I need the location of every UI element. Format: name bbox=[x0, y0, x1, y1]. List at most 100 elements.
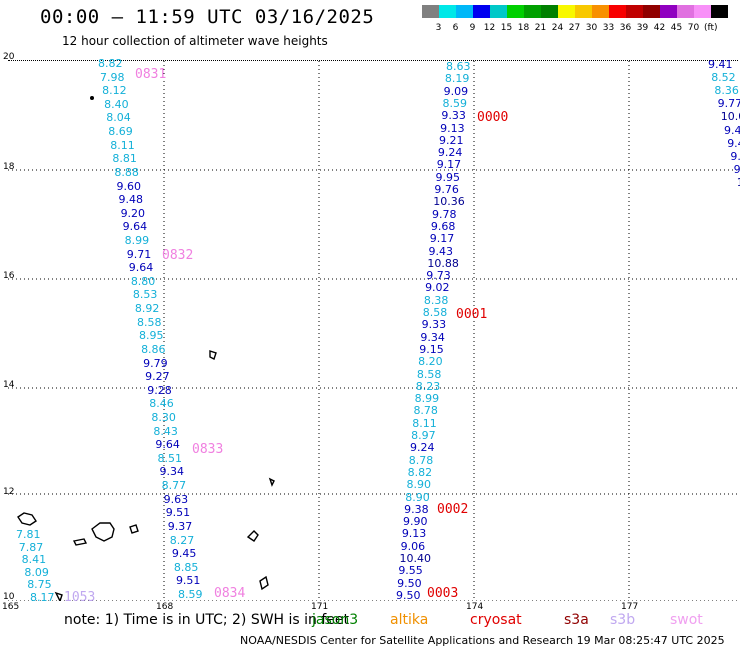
wave-height-label: 9.43 bbox=[428, 244, 454, 258]
wave-height-label: 9.95 bbox=[435, 170, 461, 184]
wave-height-label: 8.30 bbox=[151, 411, 176, 424]
wave-height-label: 9.02 bbox=[425, 281, 450, 295]
wave-height-label: 10 bbox=[737, 177, 740, 188]
wave-height-label: 9.71 bbox=[126, 247, 152, 261]
wave-height-label: 9.33 bbox=[441, 109, 466, 123]
wave-height-label: 8.12 bbox=[102, 84, 127, 98]
satellite-legend-cryosat: cryosat bbox=[470, 612, 522, 628]
color-legend: 3 6 9 12 15 18 21 24 27 30 33 36 39 42 45 70 (ft) bbox=[422, 5, 728, 41]
wave-height-label: 9. bbox=[733, 162, 740, 176]
wave-height-label: 8.38 bbox=[423, 293, 449, 307]
legend-swatch bbox=[643, 5, 660, 18]
legend-label: 36 bbox=[619, 23, 632, 33]
wave-height-label: 8.59 bbox=[442, 96, 468, 110]
lat-tick-label: 12 bbox=[3, 487, 15, 497]
wave-height-label: 8.88 bbox=[114, 165, 139, 179]
wave-height-label: 9. bbox=[730, 149, 740, 163]
legend-label: 27 bbox=[568, 23, 581, 33]
pass-time-label: 0834 bbox=[214, 586, 246, 601]
wave-height-label: 8.86 bbox=[141, 342, 166, 356]
wave-height-label: 8.04 bbox=[106, 111, 131, 125]
wave-height-label: 8.82 bbox=[407, 465, 433, 479]
wave-height-label: 8.90 bbox=[405, 490, 430, 504]
wave-height-label: 8.90 bbox=[406, 478, 431, 492]
wave-height-label: 10.88 bbox=[427, 256, 459, 270]
wave-height-label: 8.78 bbox=[413, 404, 438, 418]
wave-height-label: 9.17 bbox=[436, 158, 462, 172]
wave-height-label: 8.95 bbox=[139, 329, 164, 343]
wave-height-label: 9.4 bbox=[727, 136, 740, 150]
wave-height-label: 9.27 bbox=[145, 370, 170, 384]
wave-height-label: 9.78 bbox=[432, 207, 457, 221]
wave-height-label: 9.34 bbox=[159, 465, 185, 479]
pass-time-label: 0001 bbox=[456, 307, 488, 322]
wave-height-label: 9.60 bbox=[116, 179, 141, 193]
wave-height-label: 8.27 bbox=[169, 533, 195, 547]
wave-height-label: 8.51 bbox=[157, 451, 182, 465]
wave-height-label: 8.52 bbox=[711, 71, 736, 85]
wave-height-label: 9.20 bbox=[120, 206, 146, 220]
wave-height-label: 8.85 bbox=[173, 560, 199, 574]
wave-height-label: 10.40 bbox=[399, 552, 431, 566]
wave-height-label: 8.43 bbox=[153, 424, 178, 438]
legend-label: 39 bbox=[636, 23, 649, 33]
legend-label: 9 bbox=[469, 23, 476, 33]
wave-height-label: 10.0 bbox=[720, 110, 740, 124]
wave-height-label: 9.45 bbox=[171, 547, 197, 561]
wave-height-label: 9.48 bbox=[118, 193, 144, 207]
page-title: 00:00 – 11:59 UTC 03/16/2025 bbox=[40, 6, 375, 28]
wave-height-label: 9.63 bbox=[163, 492, 189, 506]
wave-height-label: 9.33 bbox=[421, 318, 447, 332]
wave-height-label: 9.64 bbox=[128, 261, 154, 275]
wave-height-label: 8.92 bbox=[134, 302, 160, 316]
wave-height-label: 9.76 bbox=[434, 183, 459, 197]
wave-height-label: 9.34 bbox=[420, 330, 445, 344]
legend-label: 33 bbox=[602, 23, 615, 33]
island-dot bbox=[90, 96, 94, 100]
pass-time-label: 0833 bbox=[192, 442, 224, 457]
legend-label: 45 bbox=[670, 23, 683, 33]
lon-tick-label: 177 bbox=[621, 602, 639, 612]
pass-time-label: 0002 bbox=[437, 502, 469, 517]
legend-swatch bbox=[524, 5, 541, 18]
legend-swatch bbox=[677, 5, 694, 18]
legend-label: 42 bbox=[653, 23, 666, 33]
wave-height-label: 8.36 bbox=[714, 84, 739, 98]
wave-height-label: 10.36 bbox=[433, 195, 465, 209]
wave-height-label: 8.09 bbox=[24, 565, 49, 579]
wave-height-label: 9.50 bbox=[396, 589, 421, 602]
wave-height-label: 8.77 bbox=[161, 479, 187, 493]
legend-swatch bbox=[575, 5, 592, 18]
wave-height-label: 8.20 bbox=[418, 355, 443, 369]
wave-height-label: 9.15 bbox=[419, 342, 444, 356]
wave-height-label: 9.13 bbox=[440, 121, 465, 135]
lat-tick-label: 18 bbox=[3, 162, 15, 172]
footnote: note: 1) Time is in UTC; 2) SWH is in fe… bbox=[64, 612, 350, 628]
legend-unit: (ft) bbox=[704, 23, 718, 33]
wave-height-label: 9.13 bbox=[401, 527, 427, 541]
legend-swatch bbox=[711, 5, 728, 18]
legend-swatch bbox=[473, 5, 490, 18]
wave-height-label: 9.51 bbox=[165, 506, 191, 520]
map-canvas bbox=[8, 61, 738, 601]
legend-label: 70 bbox=[687, 23, 700, 33]
legend-label: 15 bbox=[500, 23, 513, 33]
wave-height-label: 8.99 bbox=[414, 392, 440, 406]
lon-tick-label: 168 bbox=[156, 602, 174, 612]
wave-height-label: 8.23 bbox=[415, 379, 441, 393]
wave-height-label: 9.21 bbox=[439, 133, 464, 147]
legend-swatch bbox=[439, 5, 456, 18]
wave-height-label: 9.90 bbox=[402, 515, 428, 529]
wave-height-label: 9.38 bbox=[404, 502, 429, 516]
legend-swatch bbox=[660, 5, 677, 18]
wave-height-label: 7.98 bbox=[100, 70, 125, 84]
wave-height-label: 9.17 bbox=[429, 232, 455, 246]
pass-time-label: 1053 bbox=[64, 590, 96, 605]
legend-swatch bbox=[507, 5, 524, 18]
wave-height-label: 9.50 bbox=[397, 576, 422, 590]
wave-height-label: 9.4 bbox=[724, 123, 740, 137]
legend-swatch bbox=[541, 5, 558, 18]
wave-height-label: 8.19 bbox=[444, 72, 470, 86]
wave-height-label: 9.24 bbox=[437, 146, 463, 160]
lat-tick-label: 14 bbox=[3, 380, 15, 390]
